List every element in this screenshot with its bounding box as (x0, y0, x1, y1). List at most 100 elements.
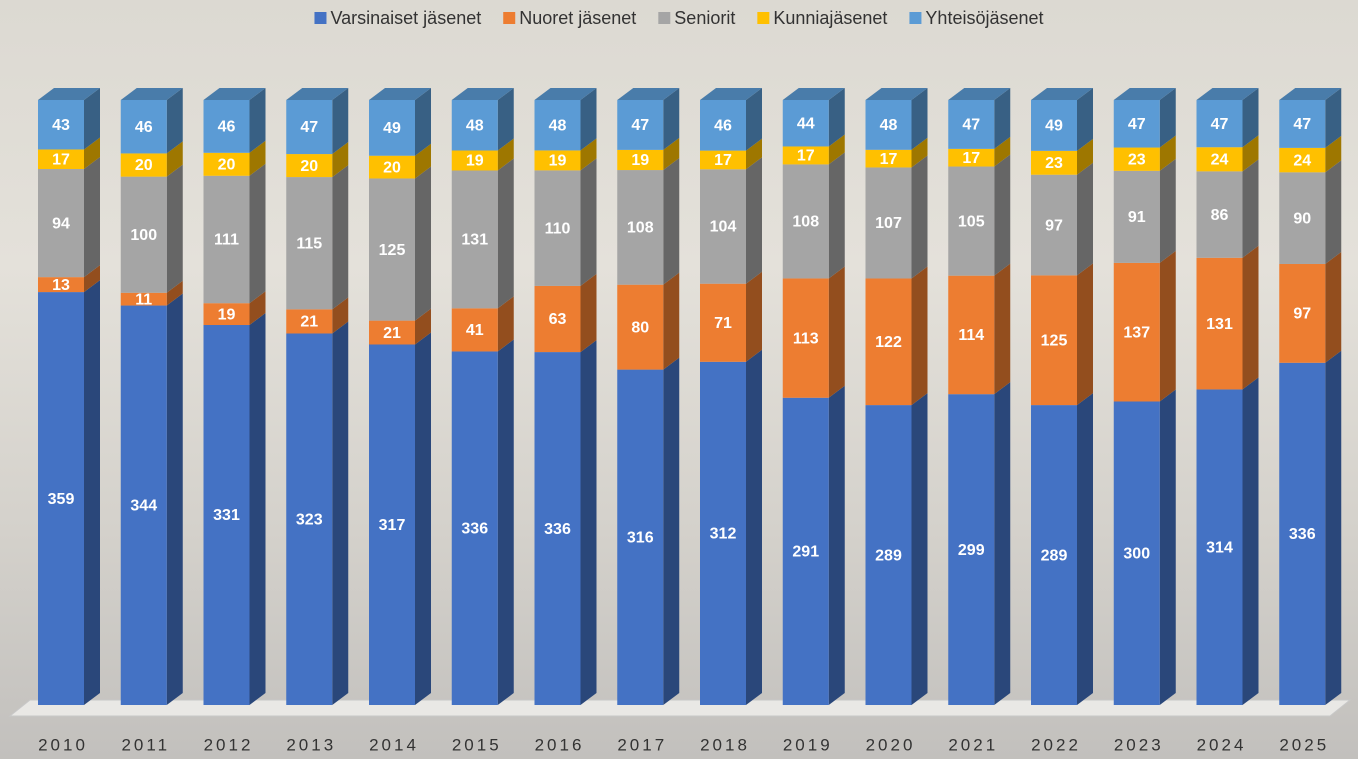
legend-label: Yhteisöjäsenet (925, 8, 1043, 28)
data-label: 125 (1041, 332, 1068, 349)
bar-side (1160, 251, 1176, 402)
data-label: 20 (383, 159, 401, 176)
bar-side (663, 158, 679, 285)
data-label: 314 (1206, 539, 1233, 556)
data-label: 23 (1045, 155, 1063, 172)
data-label: 46 (714, 118, 732, 135)
bar-side (1160, 389, 1176, 705)
data-label: 47 (1128, 116, 1146, 133)
data-label: 21 (383, 325, 401, 342)
x-tick-label: 2014 (369, 735, 419, 754)
data-label: 100 (130, 227, 157, 244)
bar-side (829, 152, 845, 278)
data-label: 21 (300, 314, 318, 331)
legend-label: Nuoret jäsenet (519, 8, 636, 28)
bar-side (912, 155, 928, 278)
data-label: 20 (135, 157, 153, 174)
data-label: 131 (461, 232, 488, 249)
legend-label: Kunniajäsenet (773, 8, 887, 28)
bar-side (250, 164, 266, 303)
bar-side (994, 382, 1010, 705)
bar-side (663, 358, 679, 705)
data-label: 110 (545, 220, 571, 237)
data-label: 24 (1211, 152, 1229, 169)
data-label: 131 (1206, 316, 1233, 333)
bar-side (994, 155, 1010, 276)
x-tick-label: 2013 (286, 735, 336, 754)
bar-side (746, 157, 762, 283)
data-label: 113 (793, 330, 819, 347)
bar-side (581, 340, 597, 705)
bar-side (167, 294, 183, 705)
data-label: 46 (135, 119, 153, 136)
data-label: 115 (296, 235, 322, 252)
bar-side (1243, 377, 1259, 705)
bar-side (415, 333, 431, 705)
x-tick-label: 2011 (121, 735, 170, 754)
bar-side (1160, 159, 1176, 263)
data-label: 291 (792, 544, 819, 561)
bar-side (912, 266, 928, 405)
data-label: 299 (958, 542, 985, 559)
x-tick-label: 2022 (1031, 735, 1081, 754)
x-tick-label: 2021 (948, 735, 998, 754)
data-label: 46 (218, 119, 236, 136)
bar-side (332, 165, 348, 309)
bar-side (746, 350, 762, 705)
data-label: 44 (797, 115, 815, 132)
data-label: 49 (383, 120, 401, 137)
data-label: 289 (875, 547, 902, 564)
data-label: 13 (52, 277, 70, 294)
data-label: 86 (1211, 207, 1229, 224)
data-label: 122 (875, 334, 902, 351)
x-tick-label: 2016 (535, 735, 585, 754)
data-label: 125 (379, 242, 406, 259)
legend-swatch (314, 12, 326, 24)
bar-side (84, 280, 100, 705)
data-label: 47 (631, 117, 649, 134)
bar-side (498, 339, 514, 705)
data-label: 336 (461, 520, 488, 537)
data-label: 114 (958, 327, 984, 344)
data-label: 47 (300, 119, 318, 136)
bar-side (1325, 160, 1341, 264)
legend-swatch (658, 12, 670, 24)
legend-swatch (503, 12, 515, 24)
data-label: 94 (52, 215, 70, 232)
data-label: 107 (875, 215, 902, 232)
data-label: 20 (300, 158, 318, 175)
data-label: 289 (1041, 547, 1068, 564)
data-label: 108 (627, 220, 654, 237)
legend-swatch (909, 12, 921, 24)
x-tick-label: 2023 (1114, 735, 1164, 754)
bar-side (1325, 351, 1341, 705)
data-label: 323 (296, 511, 323, 528)
data-label: 80 (631, 319, 649, 336)
data-label: 137 (1123, 324, 1150, 341)
data-label: 331 (213, 507, 240, 524)
legend-swatch (757, 12, 769, 24)
bar-side (84, 157, 100, 277)
data-label: 19 (549, 153, 567, 170)
data-label: 41 (466, 322, 484, 339)
x-tick-label: 2019 (783, 735, 833, 754)
bar-side (415, 166, 431, 320)
x-tick-label: 2017 (617, 735, 667, 754)
data-label: 97 (1045, 217, 1063, 234)
bar-side (663, 273, 679, 370)
data-label: 17 (880, 151, 898, 168)
data-label: 17 (52, 151, 70, 168)
bar-side (498, 158, 514, 308)
data-label: 359 (48, 491, 75, 508)
bar-side (829, 266, 845, 397)
data-label: 344 (130, 497, 157, 514)
data-label: 19 (631, 152, 649, 169)
data-label: 47 (962, 117, 980, 134)
bar-side (167, 165, 183, 293)
bar-side (581, 274, 597, 352)
x-tick-label: 2010 (38, 735, 88, 754)
data-label: 316 (627, 530, 654, 547)
bar-side (332, 321, 348, 705)
data-label: 11 (135, 291, 152, 308)
bar-side (1243, 246, 1259, 390)
